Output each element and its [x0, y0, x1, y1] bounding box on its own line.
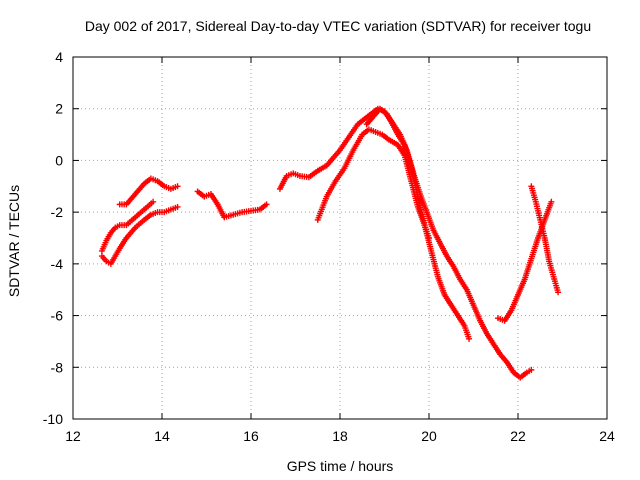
- y-tick-label: 4: [55, 49, 63, 65]
- x-tick-label: 14: [154, 428, 170, 444]
- y-tick-label: 0: [55, 152, 63, 168]
- series-segment-8: [363, 105, 535, 381]
- x-tick-label: 22: [510, 428, 526, 444]
- x-tick-label: 12: [65, 428, 81, 444]
- data-point: [548, 198, 555, 205]
- x-axis-title: GPS time / hours: [287, 458, 394, 474]
- x-tick-label: 18: [332, 428, 348, 444]
- y-tick-label: -10: [43, 411, 63, 427]
- series-segment-10: [528, 183, 562, 296]
- y-tick-label: -2: [51, 204, 64, 220]
- y-tick-label: -4: [51, 256, 64, 272]
- data-point: [174, 183, 181, 190]
- data-point: [263, 201, 270, 208]
- data-point: [528, 366, 535, 373]
- x-tick-label: 20: [421, 428, 437, 444]
- x-tick-label: 16: [243, 428, 259, 444]
- series-segment-2: [98, 198, 157, 254]
- series-segment-4: [194, 188, 270, 221]
- x-tick-label: 24: [599, 428, 615, 444]
- data-point: [174, 203, 181, 210]
- chart-title: Day 002 of 2017, Sidereal Day-to-day VTE…: [85, 18, 591, 34]
- series-segment-1: [98, 203, 181, 267]
- series-segment-3: [116, 175, 181, 208]
- y-axis-title: SDTVAR / TECUs: [6, 185, 22, 297]
- y-tick-label: -8: [51, 359, 64, 375]
- data-marks: [98, 105, 562, 381]
- data-point: [555, 289, 562, 296]
- y-tick-label: 2: [55, 101, 63, 117]
- y-tick-label: -6: [51, 308, 64, 324]
- data-point: [466, 335, 473, 342]
- data-point: [150, 198, 157, 205]
- series-segment-9: [494, 198, 555, 324]
